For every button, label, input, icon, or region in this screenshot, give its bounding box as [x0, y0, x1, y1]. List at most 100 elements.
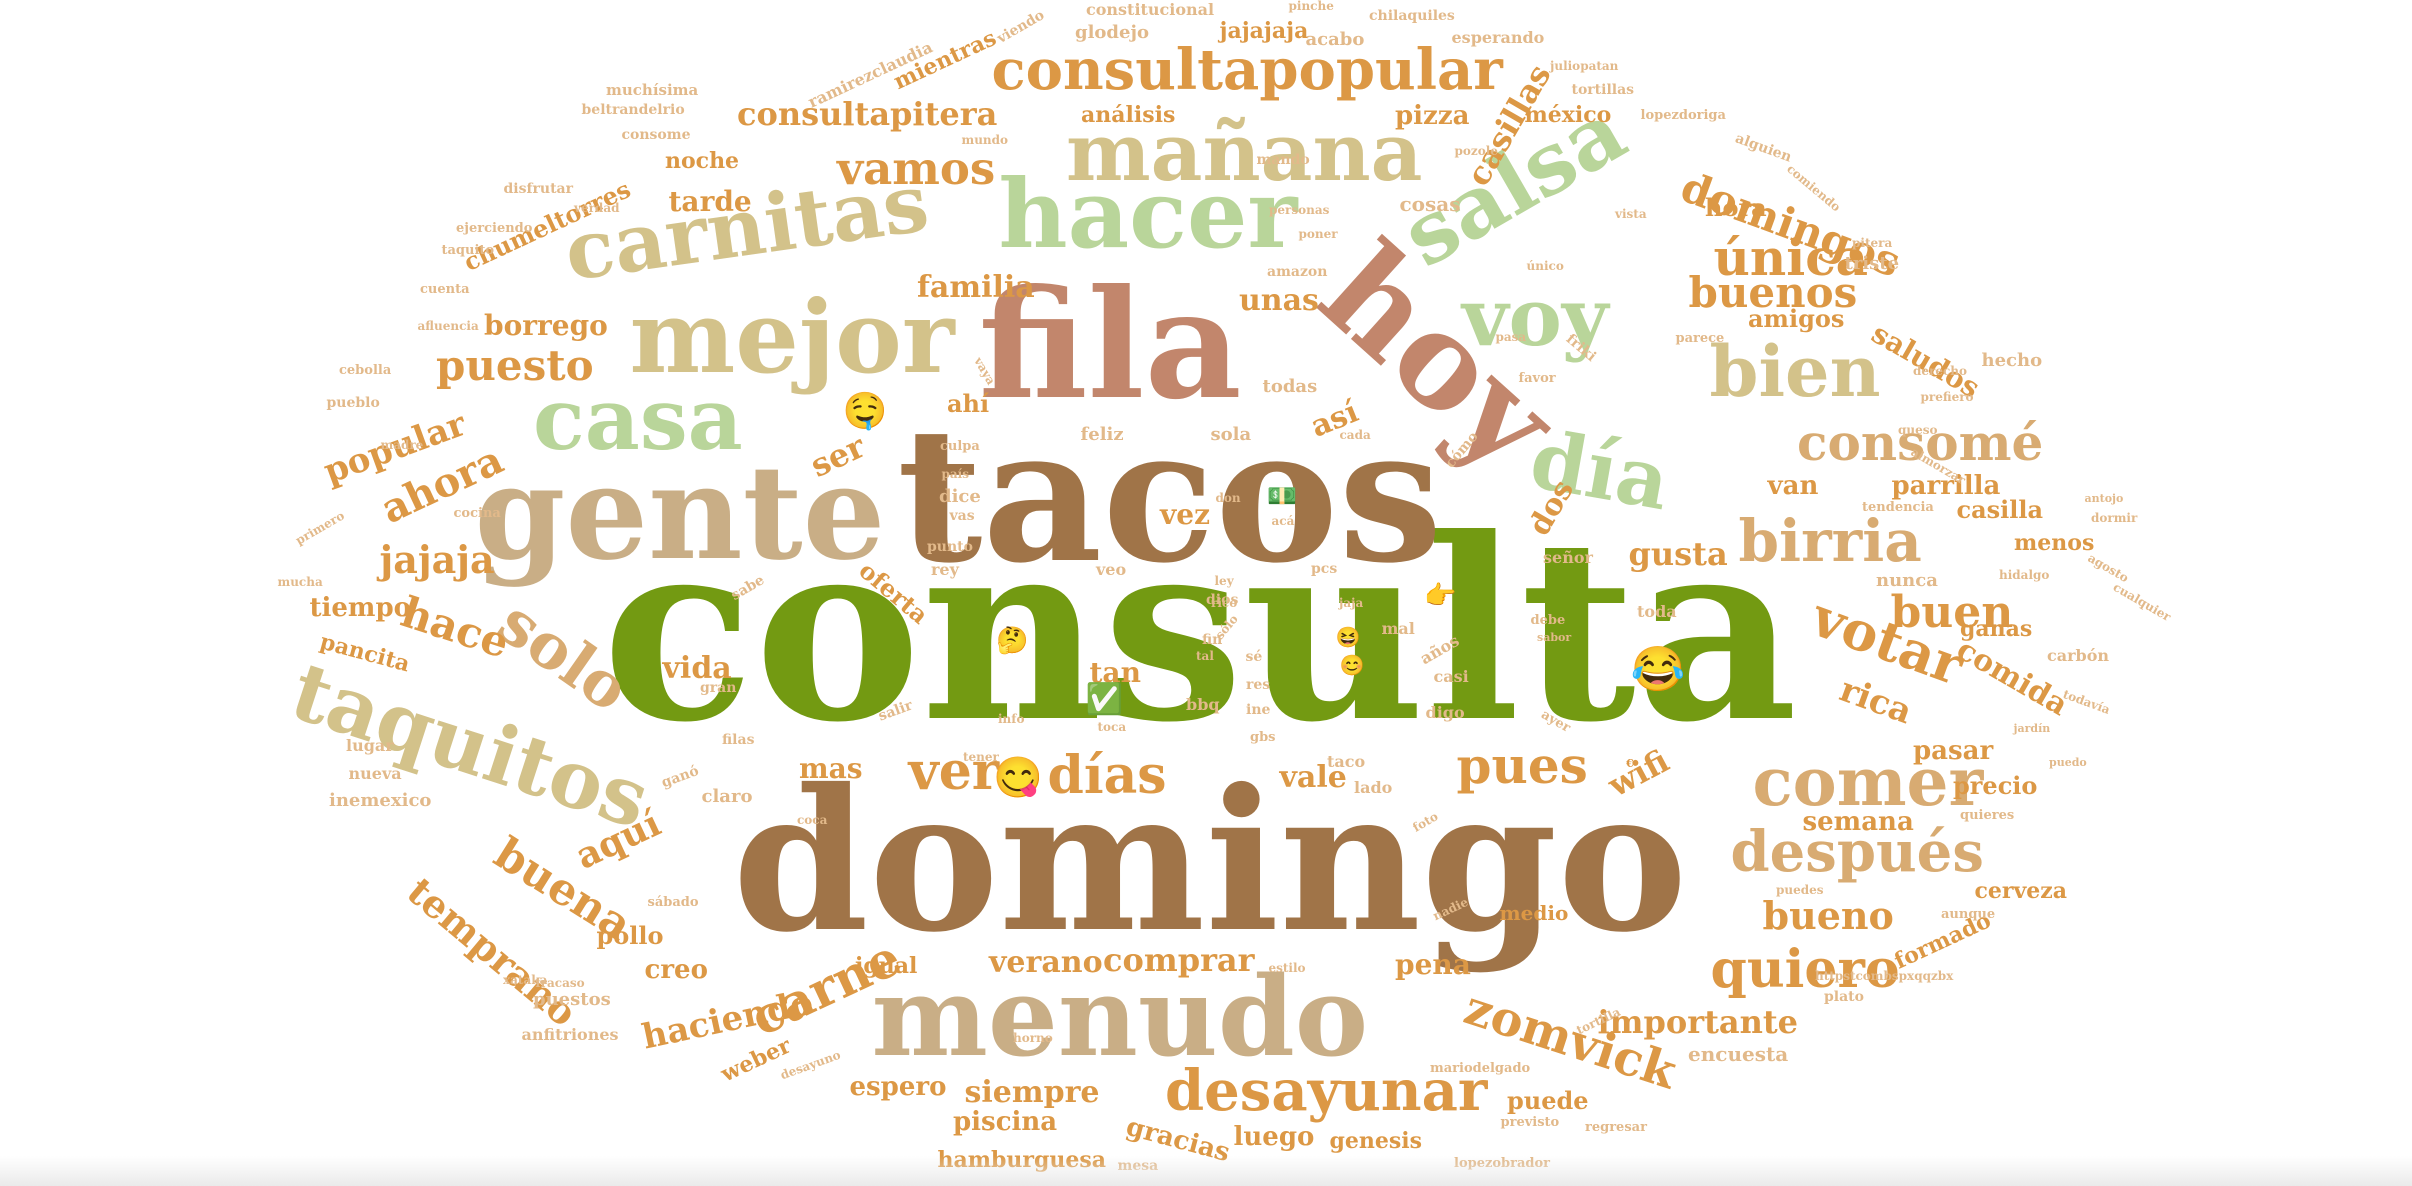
word-pozole: pozole [1454, 144, 1498, 158]
word-quieres: quieres [1960, 807, 2015, 823]
word-punto: punto [927, 539, 973, 555]
word-pizza: pizza [1395, 101, 1470, 131]
word-consulta: consulta [602, 483, 1798, 777]
word-previsto: previsto [1500, 1114, 1560, 1130]
word-juliopatan: juliopatan [1550, 59, 1619, 73]
word-res: res [1246, 677, 1271, 693]
word-primero: primero [293, 508, 347, 548]
smile-face-icon: 😊 [1339, 653, 1365, 677]
word-beltrandelrio: beltrandelrio [581, 102, 685, 118]
pointing-hand-icon: 👉 [1424, 581, 1457, 611]
word-se: sé [1245, 649, 1263, 665]
word-carbon: carbón [2047, 646, 2110, 665]
word-buenos: buenos [1688, 268, 1858, 317]
word-cosas: cosas [1399, 192, 1461, 216]
word-todavia: todavía [2060, 687, 2112, 717]
word-tendencia: tendencia [1862, 499, 1934, 515]
word-lugar: lugar [346, 736, 394, 755]
word-sabor: sabor [1537, 630, 1572, 644]
word-menudo: menudo [871, 952, 1369, 1081]
word-favor: favor [1518, 370, 1556, 386]
word-glodejo: glodejo [1075, 22, 1149, 43]
word-consome: consomé [1797, 413, 2044, 472]
word-vez: vez [1160, 498, 1210, 531]
word-medio: medio [1499, 901, 1569, 925]
word-tan: tan [1089, 656, 1141, 689]
check-mark-icon: ✅ [1085, 682, 1123, 717]
word-anfitriones: anfitriones [521, 1025, 619, 1044]
word-tacos: tacos [897, 385, 1443, 604]
word-parrilla: parrilla [1891, 471, 2001, 501]
word-lopezdoriga: lopezdoriga [1640, 107, 1726, 123]
word-httpstcombspxqqzbx: httpstcombspxqqzbx [1815, 969, 1954, 983]
word-verano: verano [989, 945, 1103, 980]
word-creo: creo [644, 955, 708, 985]
word-dias: días [1047, 745, 1167, 806]
word-manana: mañana [1066, 105, 1423, 199]
yum-face-icon: 😋 [993, 755, 1043, 801]
word-info: info [998, 712, 1025, 726]
word-puede: puede [1507, 1086, 1589, 1115]
word-luego: luego [1233, 1122, 1315, 1152]
word-vida: vida [662, 651, 732, 686]
word-disfrutar: disfrutar [503, 181, 573, 197]
word-tal: tal [1196, 649, 1214, 663]
word-ejerciendo: ejerciendo [456, 220, 533, 236]
word-regresar: regresar [1585, 1119, 1647, 1135]
word-unico: único [1526, 259, 1564, 273]
word-parece: parece [1675, 330, 1725, 346]
word-bien: bien [1709, 330, 1881, 413]
word-taquito: taquito [441, 242, 495, 258]
word-hamburguesa: hamburguesa [937, 1147, 1107, 1173]
word-culpa: culpa [940, 438, 980, 454]
word-afluencia: afluencia [417, 319, 479, 333]
word-jajajaja: jajajaja [1219, 18, 1309, 44]
word-dice: dice [939, 486, 981, 507]
word-domingo: domingo [732, 745, 1688, 975]
word-encuesta: encuesta [1688, 1042, 1789, 1066]
word-ver: ver [908, 741, 1000, 802]
word-symbol: € [1626, 756, 1634, 770]
word-toda: toda [1637, 602, 1677, 621]
word-muchisima: muchísima [606, 80, 699, 99]
word-mal: mal [1381, 619, 1415, 638]
word-mando: mando [1256, 152, 1310, 168]
word-dios: dios [1206, 592, 1239, 608]
word-vamos: vamos [837, 141, 996, 195]
word-coca: coca [797, 813, 828, 827]
word-alguien: alguien [1732, 130, 1794, 166]
word-van: van [1767, 471, 1819, 501]
word-consultapitera: consultapitera [737, 95, 998, 133]
word-cada: cada [1339, 428, 1371, 442]
word-horno: horno [1013, 1031, 1053, 1045]
word-sola: sola [1210, 424, 1252, 445]
word-mejor: mejor [629, 278, 955, 396]
word-jajaja: jajaja [379, 537, 495, 582]
word-fin: fin [1202, 632, 1223, 648]
word-debe: debe [1530, 612, 1566, 628]
word-hidalgo: hidalgo [1999, 568, 2050, 582]
word-pasa: pasa [1495, 330, 1527, 344]
word-pena: pena [1395, 948, 1471, 981]
word-hace: hace [395, 587, 516, 668]
word-xataka: xataka [503, 973, 548, 987]
word-borrego: borrego [484, 309, 608, 342]
word-unica: única [1713, 228, 1869, 287]
word-puedes: puedes [1776, 883, 1824, 897]
word-taco: taco [1327, 752, 1366, 771]
word-ley: ley [1214, 574, 1234, 588]
word-comprar: comprar [1103, 941, 1255, 979]
word-derecho: derecho [1913, 364, 1968, 378]
word-quiero: quiero [1710, 939, 1900, 1000]
word-antojo: antojo [2084, 491, 2124, 505]
word-digo: digo [1425, 703, 1465, 722]
word-casa: casa [533, 369, 743, 470]
word-consultapopular: consultapopular [991, 37, 1503, 103]
word-espero: espero [849, 1072, 947, 1102]
word-cualquier: cualquier [2110, 579, 2174, 625]
word-casilla: casilla [1956, 495, 2044, 524]
word-inemexico: inemexico [329, 790, 432, 811]
word-fracaso: fracaso [535, 976, 585, 990]
word-tortillas: tortillas [1571, 82, 1635, 98]
word-pueblo: pueblo [326, 395, 380, 411]
